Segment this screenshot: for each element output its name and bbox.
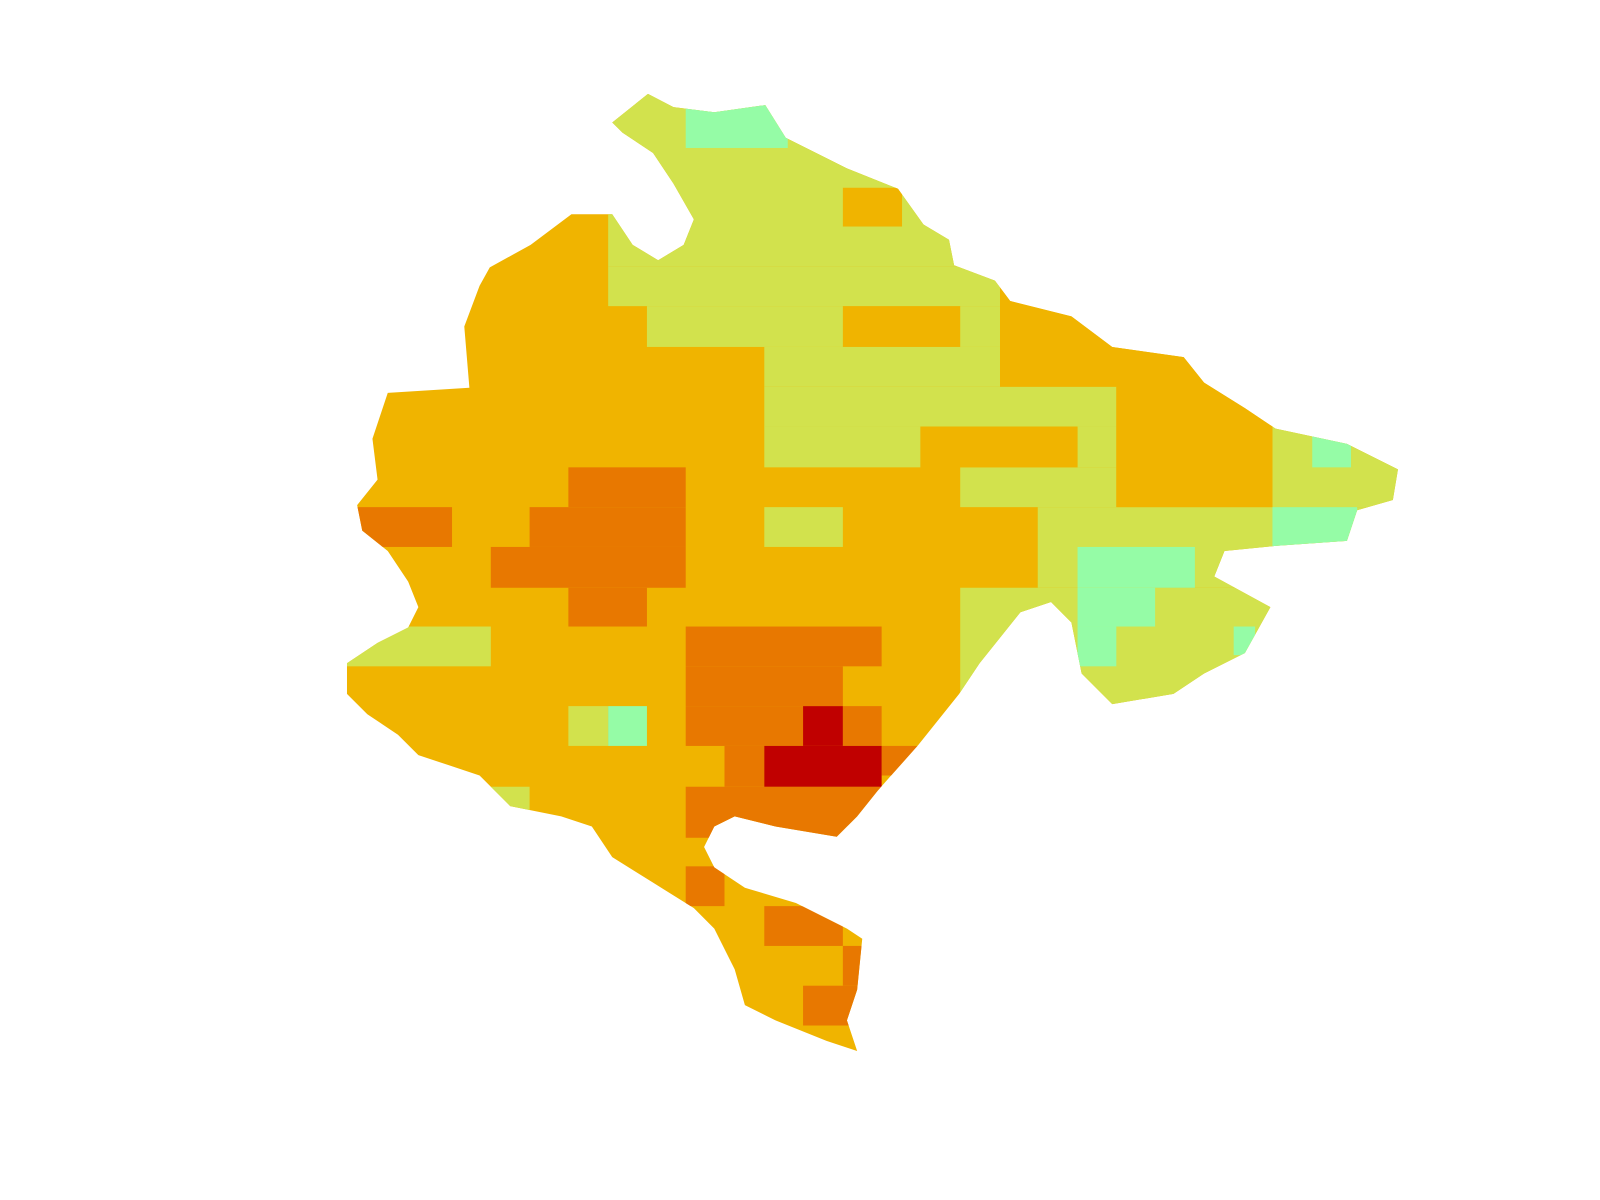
class-red	[764, 706, 882, 787]
raster-cells	[346, 93, 1398, 1052]
